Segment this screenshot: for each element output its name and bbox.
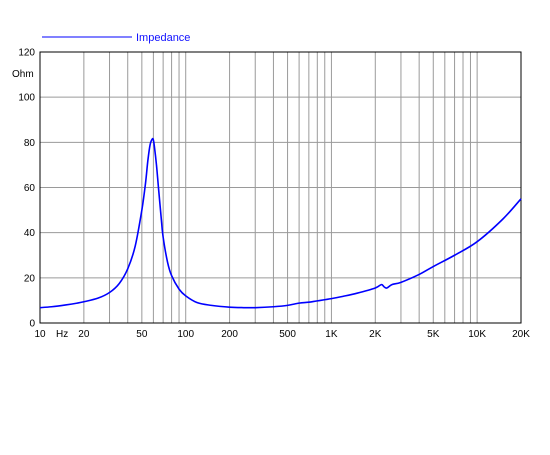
y-tick-label: 40 (24, 228, 36, 239)
x-tick-label: 1K (325, 329, 338, 340)
y-tick-label: 60 (24, 183, 36, 194)
x-tick-label: 200 (221, 329, 238, 340)
y-tick-labels: 0 20 40 60 80 100 120 (18, 48, 35, 330)
legend: Impedance (42, 32, 190, 44)
y-tick-label: 0 (29, 319, 35, 330)
y-tick-label: 20 (24, 273, 36, 284)
x-tick-label: 50 (136, 329, 148, 340)
x-tick-label: 20 (78, 329, 90, 340)
x-tick-label: 5K (427, 329, 440, 340)
y-tick-label: 80 (24, 138, 36, 149)
plot-frame (39, 51, 522, 324)
y-axis-label: Ohm (12, 69, 34, 80)
x-tick-label: 500 (279, 329, 296, 340)
grid-layer (39, 51, 522, 324)
legend-label: Impedance (136, 32, 190, 44)
y-tick-label: 100 (18, 93, 35, 104)
x-tick-label: 10 (34, 329, 46, 340)
x-unit-label: Hz (56, 329, 68, 340)
y-tick-label: 120 (18, 48, 35, 59)
series-line-impedance (39, 137, 522, 309)
x-tick-label: 10K (468, 329, 486, 340)
x-tick-labels: 10 20 50 100 200 500 1K 2K 5K 10K 20K (34, 329, 530, 340)
x-tick-label: 20K (512, 329, 530, 340)
x-tick-label: 100 (177, 329, 194, 340)
x-tick-label: 2K (369, 329, 382, 340)
series-layer (39, 137, 522, 309)
